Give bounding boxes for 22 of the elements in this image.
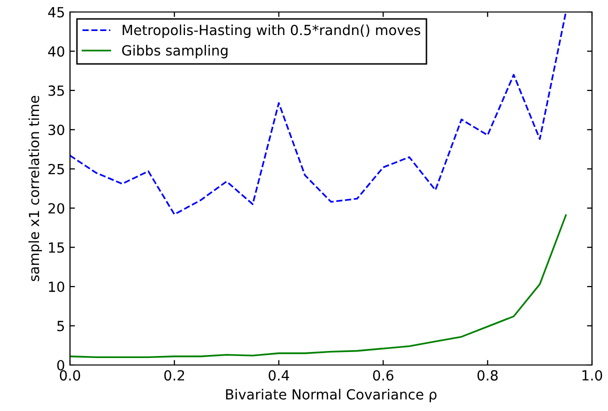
legend-label: Gibbs sampling bbox=[122, 44, 228, 58]
x-tick-label: 1.0 bbox=[582, 370, 602, 381]
y-tick-label: 25 bbox=[48, 164, 64, 174]
x-axis-title: Bivariate Normal Covariance ρ bbox=[226, 388, 436, 402]
y-tick-label: 35 bbox=[48, 85, 64, 96]
y-tick-label: 5 bbox=[57, 320, 64, 332]
x-tick-label: 0.6 bbox=[373, 370, 394, 381]
line-series bbox=[70, 214, 567, 358]
y-tick-label: 15 bbox=[48, 242, 64, 253]
x-tick-label: 0.0 bbox=[60, 370, 80, 381]
y-tick-label: 40 bbox=[48, 46, 64, 57]
y-tick-label: 10 bbox=[48, 282, 64, 292]
y-axis-title: sample x1 correlation time bbox=[28, 96, 42, 282]
line-series bbox=[70, 12, 567, 216]
y-tick-label: 30 bbox=[48, 124, 64, 136]
y-tick-label: 45 bbox=[48, 7, 64, 18]
x-tick-label: 0.4 bbox=[268, 370, 290, 381]
y-tick-label: 0 bbox=[57, 360, 64, 370]
x-tick-label: 0.8 bbox=[477, 370, 498, 381]
legend-label: Metropolis-Hasting with 0.5*randn() moves bbox=[122, 24, 420, 38]
y-tick-label: 20 bbox=[48, 203, 64, 214]
x-tick-label: 0.2 bbox=[164, 370, 184, 381]
